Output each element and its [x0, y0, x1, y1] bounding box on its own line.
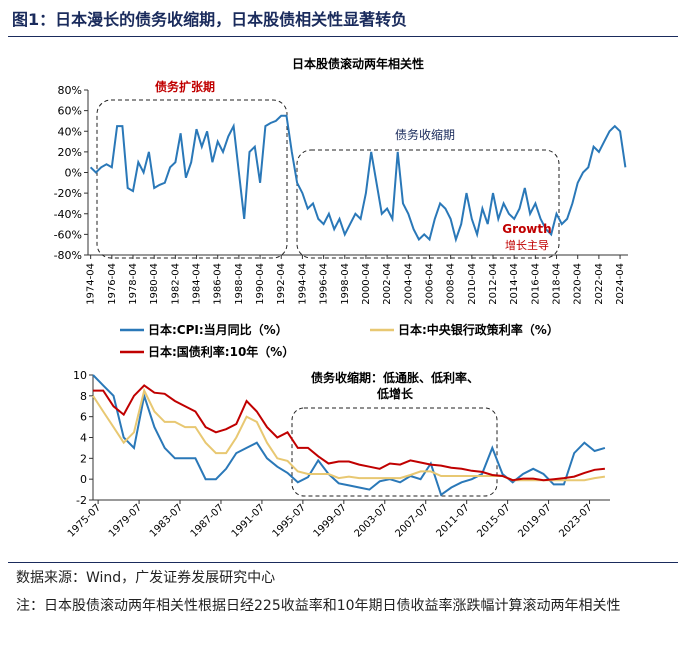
x-tick-label: 2010-04 — [467, 263, 478, 305]
x-tick-label: 1980-04 — [149, 263, 160, 305]
y-tick-label: 4 — [80, 432, 87, 445]
x-tick-label: 2023-07 — [557, 502, 594, 539]
x-tick-label: 1983-07 — [148, 502, 185, 539]
y-tick-label: 6 — [80, 411, 87, 424]
x-tick-label: 1987-07 — [189, 502, 226, 539]
chart: 日本股债滚动两年相关性-80%-60%-40%-20%0%20%40%60%80… — [54, 56, 628, 540]
x-tick-label: 2007-07 — [394, 502, 431, 539]
annotation: 债务收缩期 — [395, 127, 455, 142]
x-tick-label: 1992-04 — [276, 263, 287, 305]
x-tick-label: 1995-07 — [271, 502, 308, 539]
y-tick-label: 80% — [58, 84, 82, 97]
annotation: 债务扩张期 — [155, 79, 215, 94]
x-tick-label: 1998-04 — [340, 263, 351, 305]
y-tick-label: 0 — [80, 473, 87, 486]
data-line — [92, 374, 606, 497]
x-tick-label: 2016-04 — [530, 263, 541, 305]
x-tick-label: 2008-04 — [446, 263, 457, 305]
x-tick-label: 2015-07 — [475, 502, 512, 539]
y-tick-label: 60% — [58, 105, 82, 118]
x-tick-label: 1988-04 — [234, 263, 245, 305]
y-tick-label: -60% — [54, 228, 82, 241]
annotation: 低增长 — [376, 386, 414, 401]
y-tick-label: 40% — [58, 125, 82, 138]
header-title: 图1：日本漫长的债务收缩期，日本股债相关性显著转负 — [12, 10, 408, 29]
x-tick-label: 1994-04 — [297, 263, 308, 305]
x-tick-label: 1974-04 — [86, 263, 97, 305]
legend-label: 日本:中央银行政策利率（%） — [398, 322, 559, 337]
footer-rule — [8, 562, 678, 563]
x-tick-label: 2003-07 — [353, 502, 390, 539]
legend-label: 日本:CPI:当月同比（%） — [148, 322, 288, 337]
x-tick-label: 1979-07 — [107, 502, 144, 539]
note: 注：日本股债滚动两年相关性根据日经225收益率和10年期日债收益率涨跌幅计算滚动… — [16, 598, 621, 614]
expansion-box — [96, 99, 288, 259]
chart-title: 日本股债滚动两年相关性 — [292, 56, 424, 71]
x-tick-label: 1999-07 — [312, 502, 349, 539]
x-tick-label: 2020-04 — [573, 263, 584, 305]
y-tick-label: 10 — [73, 369, 87, 382]
x-tick-label: 2011-07 — [434, 502, 471, 539]
x-tick-label: 2018-04 — [552, 263, 563, 305]
data-line — [89, 114, 627, 243]
y-tick-label: 2 — [80, 452, 87, 465]
x-tick-label: 2004-04 — [403, 263, 414, 305]
x-tick-label: 2012-04 — [488, 263, 499, 305]
x-tick-label: 1978-04 — [128, 263, 139, 305]
x-tick-label: 1991-07 — [230, 502, 267, 539]
y-tick-label: 8 — [80, 390, 87, 403]
annotation: 债务收缩期：低通胀、低利率、 — [311, 370, 479, 385]
x-tick-label: 1996-04 — [319, 263, 330, 305]
x-tick-label: 2002-04 — [382, 263, 393, 305]
source: 数据来源：Wind，广发证券发展研究中心 — [16, 570, 276, 586]
x-tick-label: 1976-04 — [107, 263, 118, 305]
x-tick-label: 1990-04 — [255, 263, 266, 305]
y-tick-label: -40% — [54, 208, 82, 221]
x-tick-label: 2019-07 — [516, 502, 553, 539]
x-tick-label: 1984-04 — [192, 263, 203, 305]
annotation: Growth — [502, 222, 551, 236]
x-tick-label: 2000-04 — [361, 263, 372, 305]
y-tick-label: -80% — [54, 249, 82, 262]
data-line — [92, 387, 606, 482]
contraction-box-2 — [291, 407, 498, 497]
x-tick-label: 2022-04 — [594, 263, 605, 305]
x-tick-label: 2024-04 — [615, 263, 626, 305]
y-tick-label: -20% — [54, 187, 82, 200]
x-tick-label: 1986-04 — [213, 263, 224, 305]
legend-label: 日本:国债利率:10年（%） — [148, 344, 294, 359]
header-rule — [8, 36, 678, 37]
y-tick-label: 20% — [58, 146, 82, 159]
x-tick-label: 1975-07 — [66, 502, 103, 539]
annotation: 增长主导 — [505, 238, 549, 252]
x-tick-label: 1982-04 — [170, 263, 181, 305]
y-tick-label: -2 — [76, 494, 87, 507]
x-tick-label: 2014-04 — [509, 263, 520, 305]
x-tick-label: 2006-04 — [424, 263, 435, 305]
contraction-box — [296, 149, 560, 259]
data-line — [93, 384, 605, 482]
y-tick-label: 0% — [65, 167, 82, 180]
